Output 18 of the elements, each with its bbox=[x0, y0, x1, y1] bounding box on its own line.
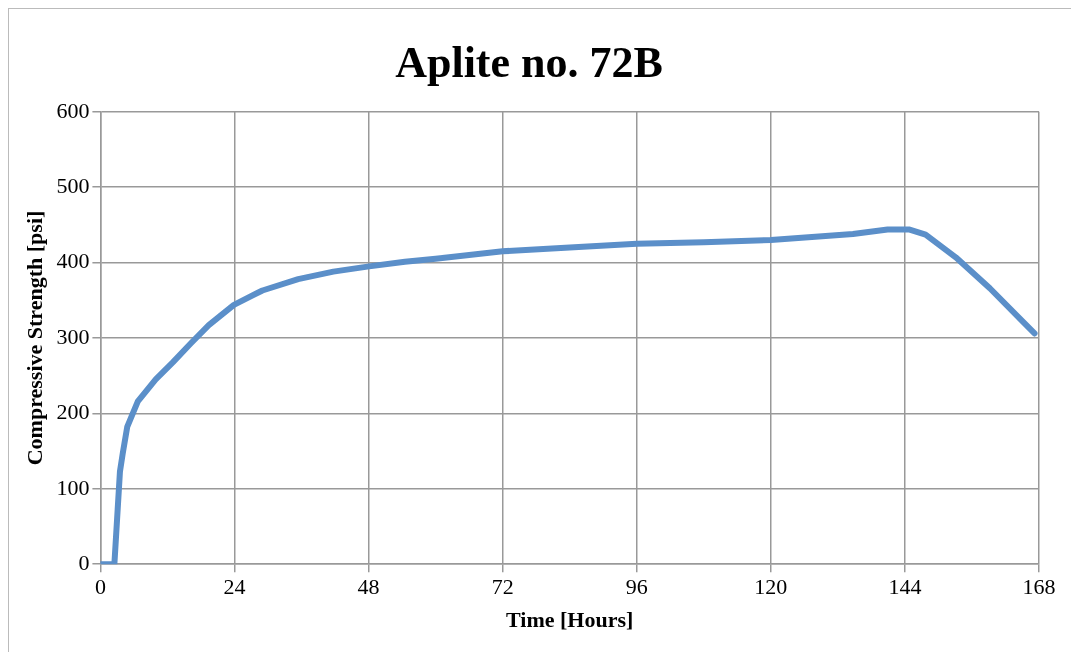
x-tick-label: 144 bbox=[888, 574, 922, 600]
x-axis-title: Time [Hours] bbox=[506, 607, 634, 633]
x-tick-label: 72 bbox=[491, 574, 514, 600]
y-tick-label: 600 bbox=[56, 97, 90, 123]
x-tick-label: 96 bbox=[625, 574, 648, 600]
y-tick-label: 500 bbox=[56, 172, 90, 198]
y-axis-title: Compressive Strength [psi] bbox=[21, 210, 47, 466]
x-tick-label: 24 bbox=[223, 574, 246, 600]
chart-title: Aplite no. 72B bbox=[395, 37, 663, 87]
y-tick-label: 0 bbox=[78, 549, 90, 575]
x-tick-label: 120 bbox=[754, 574, 788, 600]
y-tick-label: 200 bbox=[56, 399, 90, 425]
y-tick-label: 400 bbox=[56, 248, 90, 274]
y-tick-label: 300 bbox=[56, 323, 90, 349]
x-tick-label: 168 bbox=[1022, 574, 1056, 600]
x-tick-label: 0 bbox=[94, 574, 106, 600]
y-tick-label: 100 bbox=[56, 474, 90, 500]
x-tick-label: 48 bbox=[357, 574, 380, 600]
